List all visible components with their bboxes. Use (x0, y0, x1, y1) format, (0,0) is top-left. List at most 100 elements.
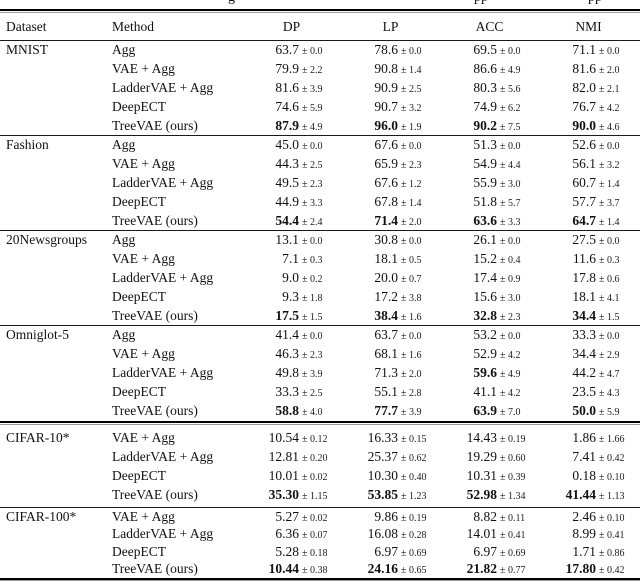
method-cell: DeepECT (112, 467, 166, 483)
metric-cell-dp: 44.9 ± 3.3 (242, 194, 341, 210)
metric-std: ± 3.9 (302, 83, 323, 95)
method-cell: LadderVAE + Agg (112, 79, 214, 95)
metric-cell-lp: 90.7 ± 3.2 (341, 99, 440, 115)
metric-std: ± 2.5 (302, 160, 323, 172)
metric-value: 79.9 (275, 61, 299, 77)
metric-value: 74.9 (473, 98, 497, 114)
table-row: LadderVAE + Agg 9.0 ± 0.2 20.0 ± 0.7 17.4 ± 0.… (0, 269, 640, 288)
metric-cell-acc: 10.31 ± 0.39 (440, 468, 539, 484)
metric-std: ± 0.0 (599, 141, 620, 153)
metric-value: 14.01 (466, 526, 497, 542)
metric-std: ± 2.0 (401, 368, 422, 380)
metric-value: 12.81 (268, 449, 299, 465)
table-row: LadderVAE + Agg 49.8 ± 3.9 71.3 ± 2.0 59.6 ± 4… (0, 364, 640, 383)
method-cell: LadderVAE + Agg (112, 269, 214, 285)
metric-cell-lp: 9.86 ± 0.19 (341, 509, 440, 525)
metric-std: ± 1.13 (599, 490, 625, 502)
metric-std: ± 0.7 (401, 273, 422, 285)
table-row: TreeVAE (ours) 58.8 ± 4.0 77.7 ± 3.9 63.9 ± 7.… (0, 401, 640, 420)
metric-value: 57.7 (572, 193, 596, 209)
metric-value: 96.0 (374, 117, 398, 133)
metric-cell-nmi: 7.41 ± 0.42 (539, 449, 638, 465)
metric-value: 18.1 (572, 288, 596, 304)
metric-cell-acc: 14.01 ± 0.41 (440, 526, 539, 542)
metric-cell-acc: 8.82 ± 0.11 (440, 509, 539, 525)
metric-cell-acc: 15.2 ± 0.4 (440, 251, 539, 267)
dataset-cell: MNIST (6, 42, 49, 58)
metric-std: ± 4.2 (500, 387, 521, 399)
table-row: DeepECT 33.3 ± 2.5 55.1 ± 2.8 41.1 ± 4.2 23.5 ± … (0, 382, 640, 401)
metric-value: 10.44 (268, 561, 299, 577)
table-row: VAE + Agg 79.9 ± 2.2 90.8 ± 1.4 86.6 ± 4.9 81.6… (0, 60, 640, 79)
metric-std: ± 3.2 (401, 102, 422, 114)
metric-value: 55.1 (374, 383, 398, 399)
metric-std: ± 0.3 (599, 255, 620, 267)
metric-std: ± 3.3 (500, 216, 521, 228)
metric-std: ± 0.0 (401, 331, 422, 343)
metric-std: ± 2.4 (302, 216, 323, 228)
table-top-rule (0, 9, 640, 13)
metric-cell-acc: 51.3 ± 0.0 (440, 137, 539, 153)
metric-cell-dp: 49.5 ± 2.3 (242, 175, 341, 191)
metric-value: 63.9 (473, 402, 497, 418)
metric-std: ± 0.0 (401, 141, 422, 153)
dataset-cell: CIFAR-10* (6, 430, 70, 446)
metric-value: 13.1 (275, 232, 299, 248)
metric-value: 45.0 (275, 137, 299, 153)
metric-std: ± 0.0 (302, 331, 323, 343)
metric-cell-nmi: 52.6 ± 0.0 (539, 137, 638, 153)
metric-value: 41.4 (275, 327, 299, 343)
table-row: LadderVAE + Agg 49.5 ± 2.3 67.6 ± 1.2 55.9 ± 3… (0, 174, 640, 193)
metric-value: 15.2 (473, 251, 497, 267)
metric-value: 10.01 (268, 467, 299, 483)
metric-value: 71.3 (374, 364, 398, 380)
metric-value: 16.33 (367, 430, 398, 446)
metric-std: ± 1.4 (599, 178, 620, 190)
table-row: DeepECT 9.3 ± 1.8 17.2 ± 3.8 15.6 ± 3.0 18.1 ± 4… (0, 287, 640, 306)
metric-cell-acc: 63.9 ± 7.0 (440, 403, 539, 419)
metric-value: 41.44 (565, 486, 596, 502)
metric-cell-dp: 49.8 ± 3.9 (242, 365, 341, 381)
metric-std: ± 0.39 (500, 471, 526, 483)
metric-value: 71.4 (374, 212, 398, 228)
metric-std: ± 0.41 (500, 530, 526, 542)
metric-cell-nmi: 17.8 ± 0.6 (539, 270, 638, 286)
metric-cell-dp: 63.7 ± 0.0 (242, 42, 341, 58)
metric-cell-nmi: 82.0 ± 2.1 (539, 80, 638, 96)
metric-cell-lp: 10.30 ± 0.40 (341, 468, 440, 484)
metric-value: 38.4 (374, 307, 398, 323)
metric-value: 55.9 (473, 174, 497, 190)
table-row: Fashion Agg 45.0 ± 0.0 67.6 ± 0.0 51.3 ± 0.0 52.… (0, 136, 640, 155)
caption-fragment: g (228, 0, 235, 6)
metric-std: ± 1.66 (599, 434, 625, 446)
table-body: MNIST Agg 63.7 ± 0.0 78.6 ± 0.0 69.5 ± 0.0 71.1 ±… (0, 41, 640, 578)
metric-cell-acc: 69.5 ± 0.0 (440, 42, 539, 58)
table-row: DeepECT 10.01 ± 0.02 10.30 ± 0.40 10.31 ± 0.39… (0, 467, 640, 486)
metric-std: ± 0.0 (500, 331, 521, 343)
metric-value: 32.8 (473, 307, 497, 323)
metric-cell-acc: 15.6 ± 3.0 (440, 289, 539, 305)
metric-cell-nmi: 71.1 ± 0.0 (539, 42, 638, 58)
metric-value: 27.5 (572, 232, 596, 248)
metric-std: ± 2.3 (302, 178, 323, 190)
metric-cell-nmi: 23.5 ± 4.3 (539, 384, 638, 400)
metric-cell-dp: 9.0 ± 0.2 (242, 270, 341, 286)
table-row: VAE + Agg 44.3 ± 2.5 65.9 ± 2.3 54.9 ± 4.4 56.1… (0, 155, 640, 174)
metric-cell-dp: 41.4 ± 0.0 (242, 327, 341, 343)
metric-value: 34.4 (572, 346, 596, 362)
method-cell: VAE + Agg (112, 430, 175, 446)
method-cell: Agg (112, 327, 136, 343)
metric-cell-acc: 63.6 ± 3.3 (440, 213, 539, 229)
metric-value: 35.30 (268, 486, 299, 502)
metric-std: ± 0.42 (599, 565, 625, 577)
metric-std: ± 2.5 (302, 387, 323, 399)
metric-cell-lp: 6.97 ± 0.69 (341, 544, 440, 560)
metric-value: 9.3 (282, 288, 299, 304)
metric-cell-nmi: 33.3 ± 0.0 (539, 327, 638, 343)
metric-std: ± 2.0 (599, 65, 620, 77)
metric-cell-lp: 30.8 ± 0.0 (341, 232, 440, 248)
metric-value: 17.2 (374, 288, 398, 304)
metric-value: 33.3 (275, 383, 299, 399)
metric-std: ± 0.20 (302, 453, 328, 465)
metric-value: 77.7 (374, 402, 398, 418)
